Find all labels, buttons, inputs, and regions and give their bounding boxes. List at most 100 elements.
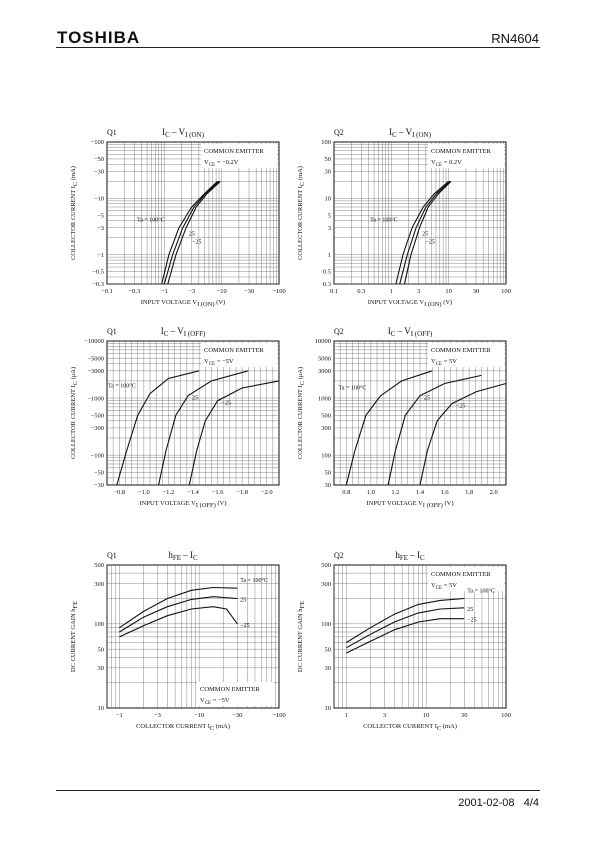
y-tick-label: −300: [91, 425, 104, 432]
x-tick-label: −1.4: [187, 489, 200, 496]
y-tick-label: 0.3: [323, 281, 331, 288]
x-tick-label: −100: [272, 712, 285, 719]
note-background: [428, 343, 504, 367]
x-tick-label: 3: [417, 288, 420, 295]
plot-frame: [106, 564, 280, 709]
plot-frame: [106, 340, 280, 486]
chart-title: IC – VI (ON): [389, 127, 432, 139]
chart-q2-ic-vioff: 0.8 1.0 1.2 1.4 1.6 1.8 2.0 10000 5000 3000 1000 50…: [297, 326, 507, 509]
x-axis-label: COLLECTOR CURRENT IC (mA): [363, 723, 457, 732]
note-background: [197, 682, 273, 706]
x-tick-label: −1.8: [236, 489, 248, 496]
note-title: COMMON EMITTER: [204, 148, 264, 155]
x-tick-label: −1.0: [138, 489, 150, 496]
x-tick-label: 100: [501, 712, 511, 719]
y-tick-label: 10: [325, 195, 332, 202]
y-tick-label: 100: [321, 452, 331, 459]
chart-q2-hfe-ic: 1 3 10 30 100 500 300 100 50 30 10 Q2 hFE – IC COLLEC…: [297, 550, 511, 732]
x-axis-label: INPUT VOLTAGE VI (OFF) (V): [366, 500, 453, 509]
y-tick-label: 100: [321, 139, 331, 146]
x-tick-label: 0.1: [330, 288, 338, 295]
chart-title: IC – VI (ON): [162, 127, 205, 139]
x-tick-label: 3: [383, 712, 386, 719]
x-tick-label: −10: [217, 288, 227, 295]
note-background: [201, 343, 277, 367]
series-line-1: [158, 370, 249, 486]
footer-date: 2001-02-08: [458, 797, 515, 809]
y-tick-label: 1: [328, 252, 331, 259]
y-tick-label: −10: [94, 195, 104, 202]
y-tick-label: 30: [325, 665, 332, 672]
note-condition: VCE = 5V: [431, 582, 457, 591]
y-tick-label: −0.3: [92, 281, 104, 288]
x-tick-label: −30: [244, 288, 254, 295]
series-line-1: [119, 596, 238, 633]
series-label: −25: [192, 240, 201, 246]
note-title: COMMON EMITTER: [200, 686, 260, 693]
x-axis-label: INPUT VOLTAGE VI (ON) (V): [141, 299, 225, 308]
plot-frame: [333, 564, 507, 709]
x-tick-label: 1.8: [465, 489, 473, 496]
x-tick-label: 10: [423, 712, 430, 719]
note-title: COMMON EMITTER: [431, 148, 491, 155]
y-axis-label: COLLECTOR CURRENT IC (μA): [297, 367, 306, 459]
x-tick-label: −1: [161, 288, 168, 295]
chart-q1-hfe-ic: −1 −3 −10 −30 −100 500 300 100 50 30 10 Q1 hFE – IC C…: [70, 550, 286, 732]
y-tick-label: −10000: [84, 338, 104, 345]
y-tick-label: −3: [97, 225, 104, 232]
series-line-0: [116, 370, 200, 486]
y-tick-label: −0.5: [92, 269, 104, 276]
series-label: 25: [424, 396, 430, 402]
y-tick-label: 5000: [318, 355, 331, 362]
x-tick-label: −2.0: [261, 489, 273, 496]
series-line-1: [346, 607, 465, 649]
y-tick-label: 50: [98, 646, 105, 653]
y-tick-label: −5: [97, 212, 104, 219]
series-label: Ta = 100°C: [108, 383, 136, 390]
x-tick-label: −30: [232, 712, 242, 719]
series-line-0: [161, 180, 218, 285]
x-tick-label: 100: [501, 288, 511, 295]
transistor-label: Q1: [107, 551, 117, 560]
series-label: −25: [426, 240, 435, 246]
note-condition: VCE = 0.2V: [431, 159, 462, 168]
y-tick-label: −30: [94, 169, 104, 176]
y-tick-label: 1000: [318, 395, 331, 402]
chart-title: IC – VI (OFF): [161, 326, 206, 338]
y-tick-label: 100: [321, 621, 331, 628]
chart-title: hFE – IC: [168, 550, 198, 562]
y-tick-label: 500: [321, 562, 331, 569]
y-tick-label: −100: [91, 139, 104, 146]
x-tick-label: −10: [194, 712, 204, 719]
x-tick-label: 1: [345, 712, 348, 719]
y-tick-label: −5000: [87, 355, 104, 362]
y-tick-label: −50: [94, 156, 104, 163]
x-tick-label: −0.1: [101, 288, 113, 295]
series-label: 25: [240, 597, 246, 603]
condition-note: COMMON EMITTER VCE = −5V: [197, 682, 273, 706]
x-tick-label: −3: [188, 288, 195, 295]
plot-frame: [333, 340, 507, 486]
x-tick-label: −1: [116, 712, 123, 719]
series-line-2: [167, 180, 221, 285]
series-label: Ta = 100°C: [240, 577, 268, 584]
y-tick-label: −1: [97, 252, 104, 259]
chart-q1-ic-vioff: −0.8 −1.0 −1.2 −1.4 −1.6 −1.8 −2.0 −10000 −5000 −…: [70, 326, 280, 509]
y-tick-label: 30: [98, 665, 105, 672]
x-tick-label: 2.0: [490, 489, 498, 496]
series-label: Ta = 100°C: [370, 217, 398, 224]
y-tick-label: 50: [325, 470, 332, 477]
series-label: Ta = 100°C: [137, 217, 165, 224]
x-tick-label: 1.2: [391, 489, 399, 496]
note-condition: VCE = −5V: [204, 358, 234, 367]
series-line-0: [345, 370, 433, 486]
x-tick-label: 30: [473, 288, 480, 295]
series-line-2: [119, 606, 238, 638]
y-axis-label: DC CURRENT GAIN hFE: [70, 601, 79, 672]
y-tick-label: 30: [325, 482, 332, 489]
x-tick-label: 10: [445, 288, 452, 295]
condition-note: COMMON EMITTER VCE = 5V: [428, 567, 504, 591]
series-label: −25: [222, 401, 231, 407]
note-condition: VCE = −0.2V: [204, 159, 239, 168]
